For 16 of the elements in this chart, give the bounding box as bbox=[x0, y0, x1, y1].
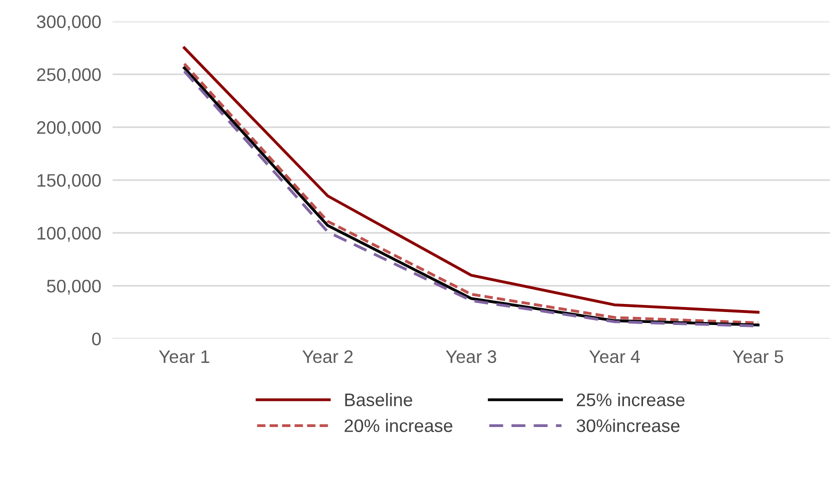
y-tick-label: 200,000 bbox=[37, 121, 101, 136]
y-tick-label: 100,000 bbox=[38, 226, 101, 242]
x-tick-label: Year 1 bbox=[158, 350, 210, 364]
legend-label: 25% increase bbox=[576, 392, 685, 406]
x-tick-label: Year 5 bbox=[732, 350, 784, 364]
y-tick-label: 300,000 bbox=[36, 15, 101, 30]
legend-label: Baseline bbox=[345, 392, 412, 406]
y-tick-label: 250,000 bbox=[37, 68, 101, 84]
y-tick-label: 150,000 bbox=[38, 174, 101, 189]
legend-label: 20% increase bbox=[344, 418, 452, 432]
y-tick-label: 0 bbox=[92, 332, 101, 346]
x-tick-label: Year 3 bbox=[446, 350, 496, 364]
legend-label: 30%increase bbox=[576, 418, 680, 432]
x-tick-label: Year 2 bbox=[302, 350, 353, 364]
x-tick-label: Year 4 bbox=[589, 350, 640, 364]
y-tick-label: 50,000 bbox=[46, 280, 101, 295]
